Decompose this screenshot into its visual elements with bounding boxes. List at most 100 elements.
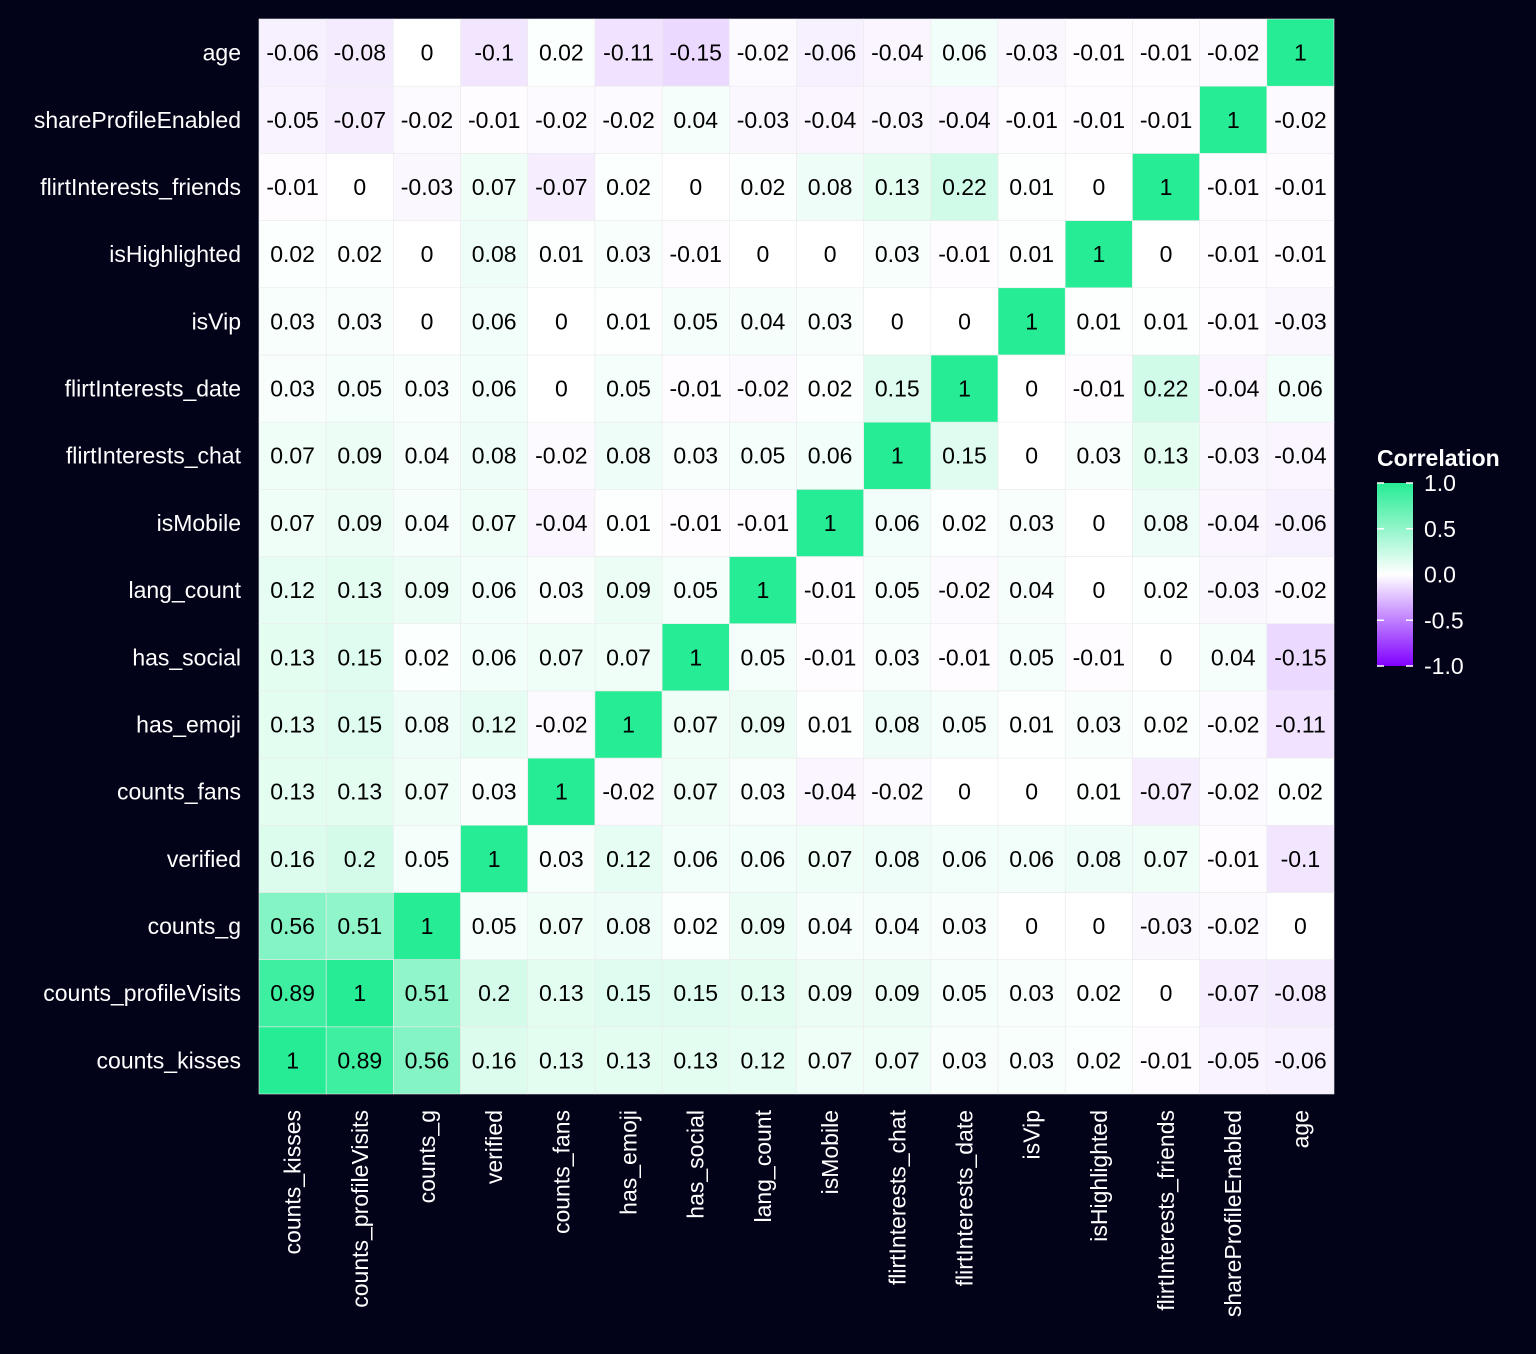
heatmap-cell bbox=[393, 623, 461, 692]
cell-value-label: 0.89 bbox=[270, 980, 315, 1006]
cell-value-label: 0.07 bbox=[405, 779, 450, 805]
heatmap-cell bbox=[1064, 220, 1133, 289]
heatmap-cell bbox=[1132, 85, 1200, 154]
heatmap-cell bbox=[460, 556, 529, 624]
cell-value-label: 0 bbox=[757, 241, 770, 267]
cell-value-label: -0.03 bbox=[1207, 577, 1259, 603]
cell-value-label: 0 bbox=[555, 376, 568, 402]
heatmap-cell bbox=[997, 354, 1066, 423]
cell-value-label: 0.08 bbox=[405, 711, 450, 737]
heatmap-cell bbox=[594, 959, 663, 1028]
cell-value-label: 0.03 bbox=[942, 1047, 987, 1073]
heatmap-cell bbox=[796, 153, 864, 221]
legend-tick-label: 0.5 bbox=[1424, 516, 1456, 542]
x-tick-label: counts_profileVisits bbox=[347, 1110, 373, 1308]
heatmap-cell bbox=[325, 824, 394, 893]
heatmap-cell bbox=[325, 757, 394, 826]
heatmap-cell bbox=[1132, 892, 1200, 960]
heatmap-cell bbox=[1132, 489, 1200, 557]
cell-value-label: -0.08 bbox=[1274, 980, 1326, 1006]
heatmap-cell bbox=[997, 892, 1066, 960]
cell-value-label: 0.12 bbox=[472, 711, 517, 737]
y-tick-label: isMobile bbox=[157, 510, 241, 536]
heatmap-cell bbox=[1199, 892, 1268, 960]
cell-value-label: 0 bbox=[958, 779, 971, 805]
cell-value-label: -0.11 bbox=[1275, 711, 1326, 737]
x-tick-label: isHighlighted bbox=[1086, 1110, 1112, 1242]
cell-value-label: -0.01 bbox=[1073, 644, 1125, 670]
heatmap-cell bbox=[460, 1026, 529, 1095]
cell-value-label: 0.03 bbox=[1076, 443, 1121, 469]
heatmap-cell bbox=[527, 824, 596, 893]
cell-value-label: 0.07 bbox=[1144, 846, 1189, 872]
cell-value-label: 0.13 bbox=[1144, 443, 1189, 469]
heatmap-cell bbox=[661, 287, 730, 356]
y-tick-label: flirtInterests_chat bbox=[66, 443, 242, 469]
cell-value-label: 0 bbox=[421, 241, 434, 267]
heatmap-cell bbox=[393, 1026, 461, 1095]
heatmap-cell bbox=[1266, 18, 1335, 87]
cell-value-label: -0.15 bbox=[1274, 644, 1326, 670]
heatmap-cell bbox=[930, 824, 999, 893]
cell-value-label: 0.05 bbox=[875, 577, 920, 603]
heatmap-cell bbox=[1064, 18, 1133, 87]
cell-value-label: 0.01 bbox=[1076, 308, 1121, 334]
heatmap-cell bbox=[1132, 287, 1200, 356]
cell-value-label: -0.02 bbox=[1207, 779, 1259, 805]
cell-value-label: -0.02 bbox=[1274, 577, 1326, 603]
cell-value-label: 0.13 bbox=[270, 711, 315, 737]
heatmap-cell bbox=[1199, 556, 1268, 624]
cell-value-label: 0 bbox=[1025, 443, 1038, 469]
cell-value-label: 0.04 bbox=[875, 913, 920, 939]
legend-tick-label: -1.0 bbox=[1424, 653, 1464, 679]
cell-value-label: -0.01 bbox=[938, 644, 990, 670]
cell-value-label: 0.06 bbox=[875, 510, 920, 536]
cell-value-label: -0.01 bbox=[1207, 308, 1259, 334]
x-tick-label: counts_kisses bbox=[280, 1110, 306, 1254]
cell-value-label: 0.02 bbox=[1144, 711, 1189, 737]
cell-value-label: -0.07 bbox=[535, 174, 587, 200]
cell-value-label: -0.1 bbox=[1281, 846, 1321, 872]
cell-value-label: -0.1 bbox=[474, 40, 514, 66]
heatmap-cell bbox=[1199, 287, 1268, 356]
heatmap-cell bbox=[729, 287, 797, 356]
cell-value-label: -0.06 bbox=[1274, 1047, 1326, 1073]
cell-value-label: -0.04 bbox=[804, 779, 857, 805]
heatmap-cell bbox=[325, 220, 394, 289]
cell-value-label: -0.04 bbox=[1207, 510, 1260, 536]
heatmap-cell bbox=[863, 18, 932, 87]
cell-value-label: 0 bbox=[555, 308, 568, 334]
heatmap-cell bbox=[863, 85, 932, 154]
legend-tick-label: 0.0 bbox=[1424, 562, 1456, 588]
cell-value-label: -0.05 bbox=[1207, 1047, 1259, 1073]
cell-value-label: 0.07 bbox=[539, 913, 584, 939]
cell-value-label: -0.01 bbox=[1207, 846, 1259, 872]
cell-value-label: -0.01 bbox=[266, 174, 318, 200]
heatmap-cell bbox=[997, 1026, 1066, 1095]
heatmap-cell-labels: 1 0.89 0.56 0.16 0.13 0.13 0.13 0.12 0.07 0.07 0.0… bbox=[266, 40, 1326, 1074]
heatmap-cell bbox=[729, 959, 797, 1028]
heatmap-cell bbox=[594, 824, 663, 893]
heatmap-cell bbox=[1132, 757, 1200, 826]
cell-value-label: -0.01 bbox=[804, 577, 856, 603]
cell-value-label: -0.01 bbox=[1207, 241, 1259, 267]
cell-value-label: 1 bbox=[1092, 241, 1105, 267]
heatmap-cell bbox=[729, 824, 797, 893]
cell-value-label: 0.02 bbox=[270, 241, 315, 267]
heatmap-cell bbox=[1266, 153, 1335, 221]
cell-value-label: 0.15 bbox=[606, 980, 651, 1006]
cell-value-label: 0.05 bbox=[606, 376, 651, 402]
heatmap-cell bbox=[661, 18, 730, 87]
cell-value-label: 0.13 bbox=[270, 644, 315, 670]
heatmap-cell bbox=[527, 623, 596, 692]
heatmap-cell bbox=[1266, 690, 1335, 759]
heatmap-cell bbox=[1266, 489, 1335, 557]
heatmap-cell bbox=[325, 892, 394, 960]
heatmap-cell bbox=[1199, 421, 1268, 490]
cell-value-label: -0.11 bbox=[603, 40, 654, 66]
heatmap-cell bbox=[796, 892, 864, 960]
cell-value-label: 0.07 bbox=[270, 443, 315, 469]
cell-value-label: -0.03 bbox=[1005, 40, 1057, 66]
cell-value-label: 0.13 bbox=[875, 174, 920, 200]
cell-value-label: 0.03 bbox=[337, 308, 382, 334]
